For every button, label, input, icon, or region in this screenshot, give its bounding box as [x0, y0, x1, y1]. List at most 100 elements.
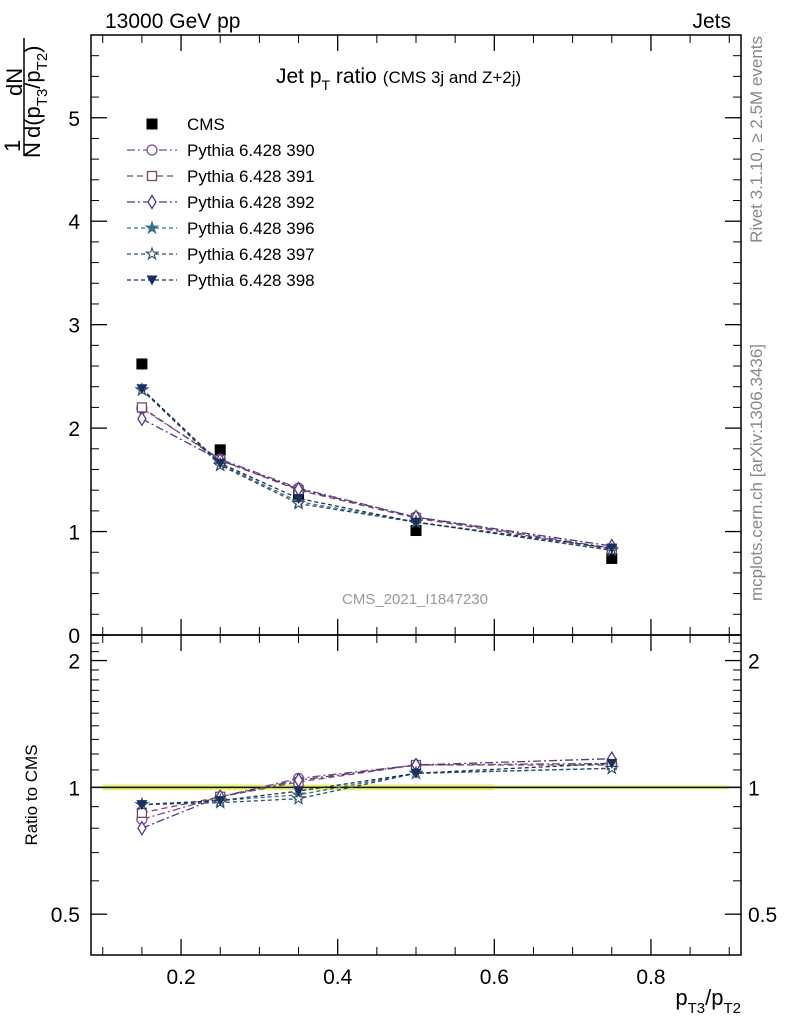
legend-label: Pythia 6.428 396 [187, 219, 315, 238]
ratio-y-tick-label-right: 0.5 [748, 904, 777, 927]
legend-marker [146, 275, 158, 286]
series-3 [136, 402, 617, 555]
series-line [141, 418, 612, 547]
main-y-tick-label: 2 [68, 418, 80, 441]
data-point [606, 543, 618, 554]
data-point [214, 444, 226, 456]
legend-entry: Pythia 6.428 390 [127, 141, 315, 160]
ylabel-sub2: T2 [34, 53, 51, 71]
ratio-data-point [606, 758, 618, 769]
main-y-tick-label: 4 [68, 211, 80, 234]
mcplots-label: mcplots.cern.ch [arXiv:1306.3436] [747, 344, 766, 601]
ratio-series-line [141, 762, 612, 820]
legend-label: CMS [187, 115, 225, 134]
title-sub: T [322, 77, 331, 93]
series-2 [136, 402, 618, 554]
ylabel-N: N [20, 142, 45, 158]
main-axis-ticks: 0 1 2 3 4 5 [68, 55, 741, 648]
data-point [137, 411, 147, 427]
ylabel-sub1: T3 [34, 89, 51, 107]
legend-label: Pythia 6.428 398 [187, 271, 315, 290]
rivet-label: Rivet 3.1.10, ≥ 2.5M events [747, 36, 766, 243]
x-tick-label: 0.6 [480, 966, 509, 989]
data-point [410, 525, 422, 537]
series-7 [136, 384, 618, 554]
legend-label: Pythia 6.428 392 [187, 193, 315, 212]
legend-entry: Pythia 6.428 392 [127, 193, 315, 212]
main-y-tick-label: 0 [68, 625, 80, 648]
ratio-series-1 [136, 757, 618, 825]
title-small: (CMS 3j and Z+2j) [383, 68, 521, 87]
ratio-reference-band [91, 784, 741, 791]
main-y-tick-label: 1 [68, 522, 80, 545]
legend-marker [146, 118, 158, 130]
xlabel-sub2: T2 [723, 1000, 741, 1017]
legend-entry: Pythia 6.428 397 [127, 245, 315, 264]
watermark: CMS_2021_I1847230 [342, 591, 488, 608]
ratio-data-point [137, 820, 147, 836]
legend-entry: Pythia 6.428 398 [127, 271, 315, 290]
legend-marker [144, 220, 160, 235]
data-point [136, 402, 148, 413]
process-label: Jets [692, 10, 731, 33]
ratio-data-point [136, 800, 148, 811]
main-y-axis-label: 1 N dN d(pT3/pT2) [0, 38, 51, 158]
svg-text:d(pT3/pT2): d(pT3/pT2) [20, 45, 51, 138]
ratio-series-group [134, 750, 620, 836]
ylabel-one: 1 [0, 140, 25, 152]
title-main: Jet p [276, 65, 322, 88]
data-point [214, 458, 226, 469]
energy-label: 13000 GeV pp [105, 10, 240, 33]
series-line [141, 407, 612, 549]
data-point [606, 552, 618, 564]
ylabel-dN: dN [2, 68, 27, 96]
series-5 [134, 382, 620, 557]
ratio-y-axis-label: Ratio to CMS [22, 744, 41, 845]
series-line [141, 389, 612, 551]
ratio-y-tick-label: 1 [68, 777, 80, 800]
ratio-data-point [214, 796, 226, 807]
main-y-tick-label: 3 [68, 315, 80, 338]
series-4 [137, 411, 617, 554]
legend-label: Pythia 6.428 390 [187, 141, 315, 160]
legend-entry: Pythia 6.428 396 [127, 219, 315, 238]
ratio-data-point [291, 790, 306, 805]
ratio-panel-frame [90, 634, 742, 956]
x-tick-label: 0.4 [323, 966, 353, 989]
ratio-y-tick-label: 0.5 [51, 904, 80, 927]
x-tick-label: 0.2 [166, 966, 195, 989]
series-line [141, 388, 612, 549]
legend-label: Pythia 6.428 397 [187, 245, 315, 264]
ratio-y-tick-label-right: 1 [748, 777, 760, 800]
x-axis-label: pT3/pT2 [675, 985, 741, 1017]
data-point [293, 493, 305, 504]
series-line [141, 406, 612, 550]
legend-marker [144, 246, 160, 261]
legend-marker [146, 144, 158, 156]
ratio-y-tick-label-right: 2 [748, 651, 760, 674]
ylabel-close: ) [20, 45, 45, 52]
xlabel-p1: p [675, 985, 687, 1010]
title-mid: ratio [330, 65, 377, 88]
ratio-series-3 [137, 750, 617, 836]
ratio-series-6 [136, 758, 618, 811]
ratio-y-tick-label: 2 [68, 651, 80, 674]
x-tick-label: 0.8 [636, 966, 665, 989]
legend-entry: Pythia 6.428 391 [127, 167, 315, 186]
ratio-axis-ticks: 0.2 0.4 0.6 0.8 0.5 0.5 1 1 2 2 [51, 35, 777, 989]
xlabel-sub1: T3 [688, 1000, 706, 1017]
ratio-data-point [293, 786, 305, 797]
ratio-data-point [410, 768, 422, 779]
data-point [136, 384, 148, 395]
series-line [141, 389, 612, 551]
legend-entry: CMS [146, 115, 225, 134]
main-series-group [134, 358, 620, 564]
ylabel-slash: /p [20, 70, 45, 88]
legend: CMS Pythia 6.428 390 Pythia 6.428 391 Pythi… [127, 115, 315, 290]
legend-marker [147, 194, 157, 210]
xlabel-slash: /p [705, 985, 723, 1010]
main-title: Jet pT ratio (CMS 3j and Z+2j) [276, 65, 521, 93]
data-point [136, 358, 148, 370]
data-point [410, 517, 422, 528]
